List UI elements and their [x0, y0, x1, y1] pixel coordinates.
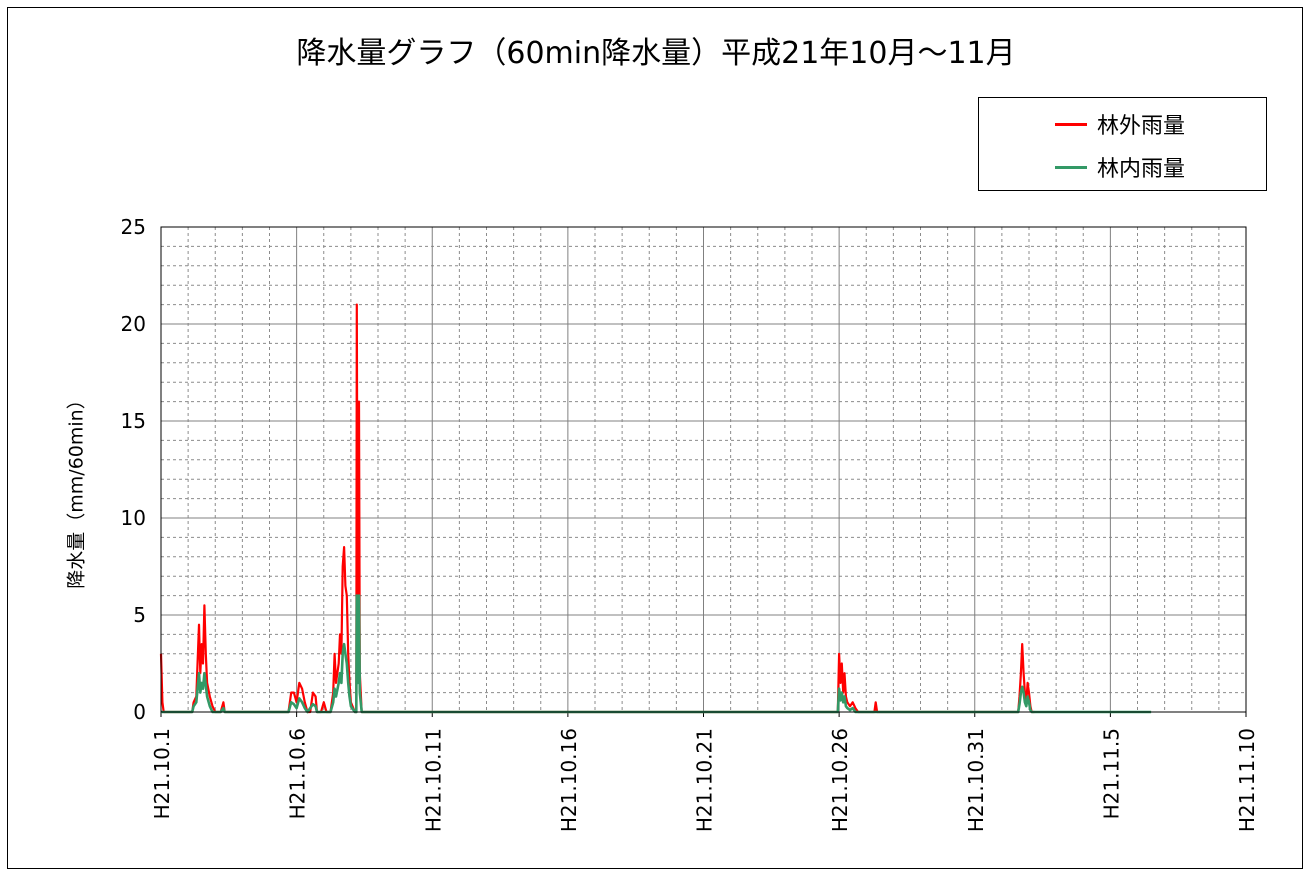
x-tick-label: H21.10.26 [828, 728, 852, 832]
x-tick-label: H21.10.6 [286, 728, 310, 819]
y-tick-label: 25 [121, 215, 146, 239]
chart-title: 降水量グラフ（60min降水量）平成21年10月～11月 [296, 36, 1016, 71]
legend-label-outside-rain: 林外雨量 [1097, 114, 1186, 139]
chart-legend: 林外雨量 林内雨量 [978, 97, 1267, 191]
plot-border [160, 226, 1247, 713]
y-tick-label: 0 [133, 700, 146, 724]
legend-item-inside-rain: 林内雨量 [1055, 152, 1185, 182]
legend-swatch-outside-rain [1055, 122, 1087, 126]
y-tick-label: 20 [121, 312, 146, 336]
y-tick-label: 10 [121, 506, 146, 530]
y-tick-label: 5 [133, 603, 146, 627]
series-line-outside-rain [159, 303, 1035, 714]
legend-swatch-inside-rain [1055, 165, 1087, 169]
x-tick-label: H21.10.21 [693, 728, 717, 832]
legend-item-outside-rain: 林外雨量 [1055, 109, 1185, 139]
x-tick-label: H21.10.11 [421, 728, 445, 832]
x-tick-label: H21.11.5 [1099, 728, 1123, 819]
x-tick-label: H21.10.1 [150, 728, 174, 819]
x-tick-label: H21.11.10 [1235, 728, 1259, 832]
legend-label-inside-rain: 林内雨量 [1097, 157, 1186, 182]
x-tick-label: H21.10.31 [964, 728, 988, 832]
y-tick-label: 15 [121, 409, 146, 433]
x-tick-label: H21.10.16 [557, 728, 581, 832]
